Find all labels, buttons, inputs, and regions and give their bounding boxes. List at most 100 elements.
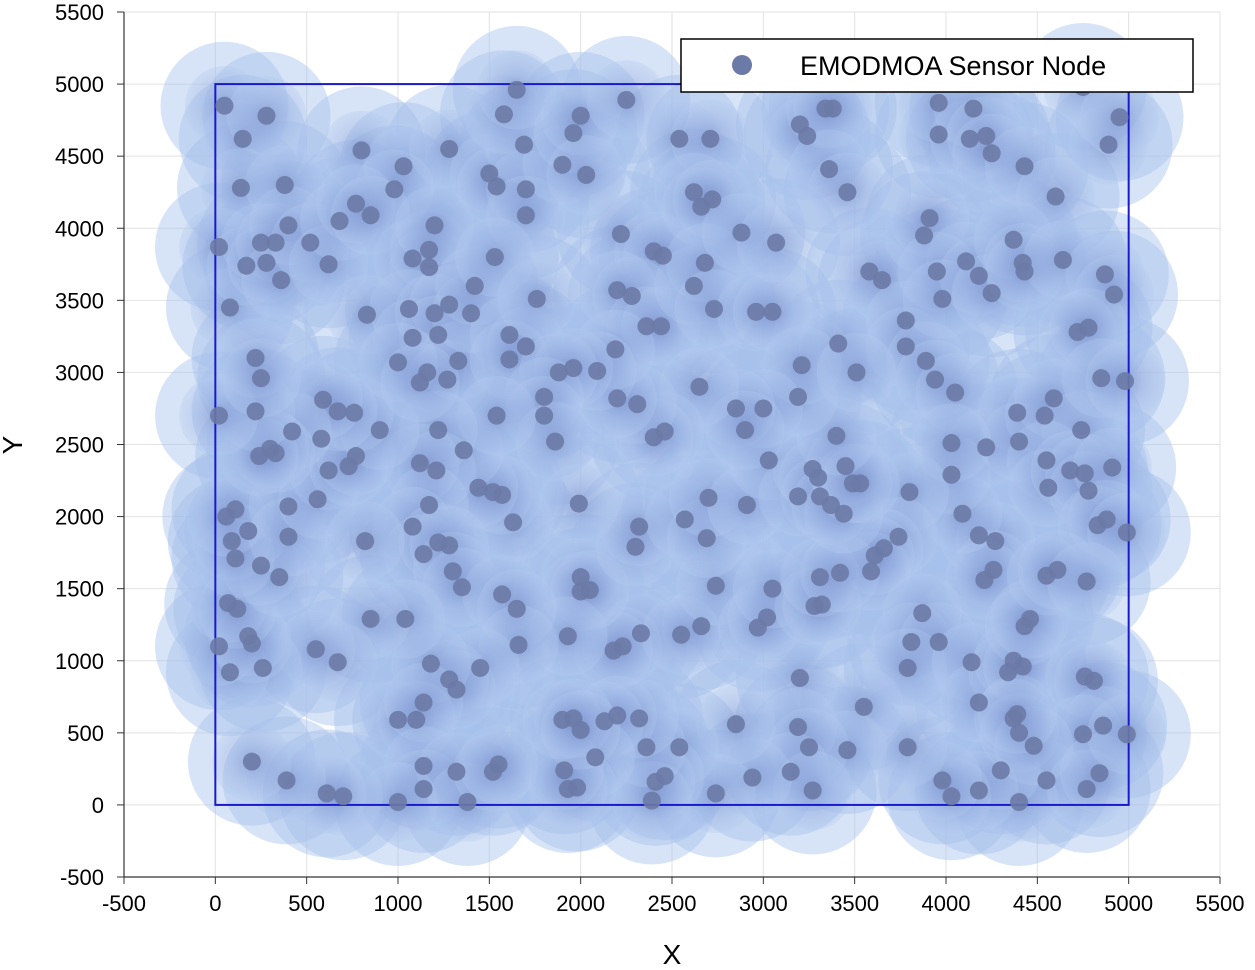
sensor-node-point (942, 434, 961, 453)
sensor-node-point (732, 223, 751, 242)
sensor-node-point (266, 444, 285, 463)
sensor-node-point (471, 658, 490, 677)
sensor-node-point (617, 90, 636, 109)
sensor-node-point (1004, 230, 1023, 249)
sensor-node-point (535, 387, 554, 406)
sensor-node-point (558, 780, 577, 799)
y-tick-label: 3000 (55, 360, 104, 385)
sensor-node-point (420, 258, 439, 277)
sensor-node-point (1053, 250, 1072, 269)
sensor-node-point (637, 317, 656, 336)
sensor-node-point (279, 216, 298, 235)
sensor-node-point (942, 465, 961, 484)
sensor-node-point (703, 190, 722, 209)
sensor-node-point (489, 755, 508, 774)
sensor-node-point (217, 507, 236, 526)
sensor-node-point (969, 781, 988, 800)
sensor-node-point (279, 497, 298, 516)
sensor-node-point (308, 490, 327, 509)
sensor-node-point (588, 361, 607, 380)
sensor-node-point (902, 633, 921, 652)
sensor-node-point (957, 252, 976, 271)
sensor-node-point (969, 526, 988, 545)
sensor-node-point (500, 325, 519, 344)
sensor-node-point (630, 517, 649, 536)
sensor-node-point (215, 96, 234, 115)
sensor-node-point (767, 233, 786, 252)
sensor-node-point (933, 771, 952, 790)
sensor-node-point (913, 604, 932, 623)
sensor-node-point (361, 206, 380, 225)
sensor-node-point (929, 93, 948, 112)
sensor-node-point (252, 369, 270, 388)
sensor-node-point (429, 421, 448, 440)
sensor-node-point (611, 225, 630, 244)
sensor-node-point (1079, 318, 1098, 337)
sensor-node-point (239, 522, 258, 540)
sensor-node-point (896, 337, 915, 356)
sensor-node-point (873, 271, 892, 290)
sensor-node-point (220, 663, 239, 682)
y-tick-label: 4500 (55, 144, 104, 169)
sensor-node-point (812, 595, 831, 614)
sensor-node-point (420, 496, 439, 515)
sensor-node-point (571, 568, 590, 587)
sensor-node-point (414, 693, 433, 712)
sensor-node-point (1010, 723, 1029, 742)
sensor-node-point (851, 474, 870, 493)
sensor-node-point (1015, 262, 1034, 281)
sensor-node-point (312, 429, 331, 448)
sensor-node-point (586, 748, 605, 767)
sensor-node-point (462, 304, 481, 323)
sensor-node-point (977, 126, 996, 145)
sensor-node-point (389, 353, 407, 372)
sensor-node-point (228, 599, 247, 618)
sensor-node-point (781, 762, 800, 781)
sensor-node-point (763, 579, 782, 598)
x-tick-label: 0 (209, 891, 221, 916)
y-tick-label: -500 (60, 865, 104, 890)
sensor-node-point (759, 451, 778, 470)
sensor-node-point (1046, 187, 1065, 206)
sensor-node-point (962, 653, 981, 672)
sensor-node-point (1095, 265, 1114, 284)
sensor-node-point (754, 399, 773, 418)
sensor-node-point (1116, 372, 1135, 391)
sensor-node-point (991, 761, 1010, 780)
sensor-node-point (628, 395, 647, 414)
sensor-node-point (809, 468, 828, 487)
sensor-node-point (447, 762, 466, 781)
sensor-node-point (926, 370, 945, 389)
sensor-node-point (385, 180, 404, 199)
sensor-node-point (447, 680, 466, 699)
sensor-node-point (242, 634, 261, 653)
sensor-node-point (969, 266, 988, 285)
sensor-node-point (1044, 389, 1063, 408)
sensor-node-point (403, 328, 422, 347)
sensor-node-point (920, 209, 939, 228)
sensor-node-point (257, 253, 276, 272)
sensor-node-point (242, 752, 261, 771)
sensor-node-point (1039, 478, 1058, 497)
sensor-node-point (549, 363, 568, 382)
sensor-node-point (595, 712, 614, 731)
sensor-node-point (429, 325, 448, 344)
sensor-node-point (838, 741, 857, 760)
sensor-node-point (504, 513, 523, 532)
sensor-node-point (606, 340, 625, 359)
x-ticks: -500 0 500 1000 1500 2000 2500 3000 3500 4000 4500… (102, 877, 1244, 916)
sensor-node-point (407, 710, 426, 729)
sensor-node-point (328, 653, 347, 672)
sensor-node-point (898, 738, 917, 757)
sensor-node-point (399, 299, 418, 318)
sensor-node-point (361, 609, 380, 628)
sensor-node-point (580, 581, 599, 600)
sensor-node-point (695, 253, 714, 272)
sensor-node-point (608, 281, 627, 300)
sensor-node-point (672, 625, 691, 644)
sensor-node-point (829, 334, 848, 353)
sensor-node-point (697, 529, 716, 548)
sensor-node-point (929, 125, 948, 144)
sensor-node-point (410, 373, 429, 392)
